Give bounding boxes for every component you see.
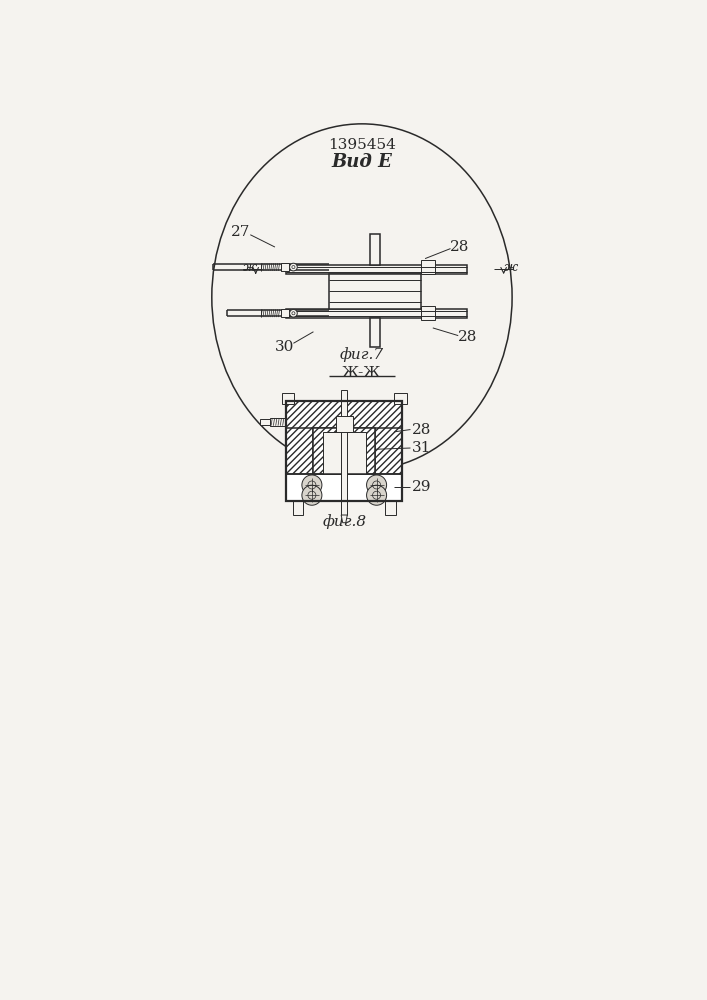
Bar	[395, 393, 407, 404]
Text: 29: 29	[412, 480, 431, 494]
Bar	[336, 416, 353, 432]
Circle shape	[292, 312, 295, 315]
Text: ж: ж	[243, 261, 257, 274]
Bar	[329, 274, 421, 309]
Bar	[341, 389, 347, 515]
Text: фиг.7: фиг.7	[340, 347, 384, 362]
Bar	[322, 432, 366, 474]
Bar	[286, 401, 402, 501]
Text: фиг.8: фиг.8	[322, 515, 366, 529]
Text: 28: 28	[450, 240, 469, 254]
Bar	[286, 474, 402, 501]
Text: 27: 27	[230, 225, 250, 239]
Text: 30: 30	[274, 340, 294, 354]
Bar	[286, 265, 467, 274]
Circle shape	[292, 266, 295, 269]
Text: 1395454: 1395454	[328, 138, 396, 152]
Bar	[260, 419, 269, 425]
Circle shape	[302, 485, 322, 505]
Bar	[293, 501, 303, 515]
Bar	[286, 401, 402, 428]
Bar	[421, 306, 435, 320]
Bar	[286, 309, 467, 318]
Text: Вид Е: Вид Е	[332, 153, 392, 171]
Text: 28: 28	[412, 423, 431, 437]
Circle shape	[366, 475, 387, 495]
Bar	[269, 418, 286, 426]
Bar	[281, 263, 288, 271]
Bar	[282, 393, 294, 404]
Text: 28: 28	[457, 330, 477, 344]
Bar	[421, 260, 435, 274]
Circle shape	[290, 309, 297, 317]
Circle shape	[290, 263, 297, 271]
Bar	[286, 401, 313, 501]
Text: 31: 31	[412, 441, 431, 455]
Polygon shape	[341, 515, 347, 523]
Text: ж: ж	[504, 261, 518, 274]
Circle shape	[302, 475, 322, 495]
Ellipse shape	[212, 124, 512, 470]
Text: Ж-Ж: Ж-Ж	[342, 366, 382, 380]
Bar	[370, 234, 380, 265]
Bar	[385, 501, 396, 515]
Bar	[313, 428, 375, 474]
Bar	[281, 309, 288, 317]
Bar	[370, 318, 380, 347]
Circle shape	[366, 485, 387, 505]
Bar	[375, 401, 402, 501]
